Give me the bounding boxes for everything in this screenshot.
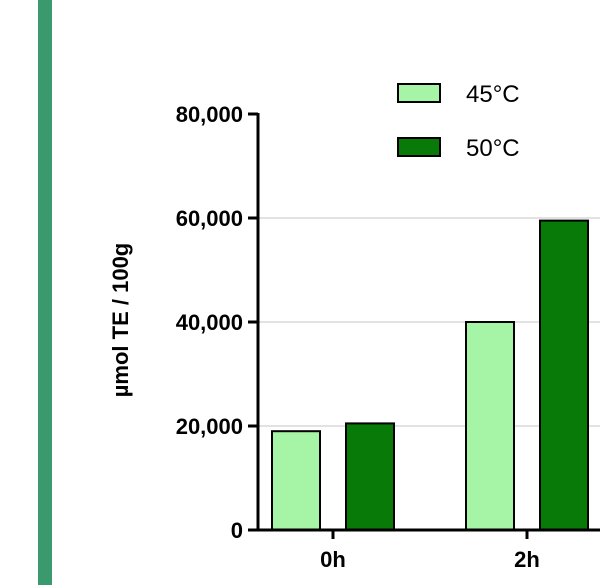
bars	[271, 219, 589, 532]
axes: 0h 2h 0 20,000 40,000 60,000 80,000	[176, 102, 600, 572]
y-tick-label-2: 40,000	[176, 310, 243, 335]
y-tick-label-4: 80,000	[176, 102, 243, 127]
y-axis-title: µmol TE / 100g	[108, 243, 133, 398]
y-tick-label-1: 20,000	[176, 414, 243, 439]
x-tick-label-1: 2h	[514, 547, 540, 572]
y-tick-label-0: 0	[231, 518, 243, 543]
x-tick-label-0: 0h	[320, 547, 346, 572]
legend-swatch-0	[397, 83, 441, 103]
bar-0h-0	[271, 430, 321, 532]
legend: 45°C 50°C	[397, 81, 520, 162]
bar-2h-0	[465, 321, 515, 531]
bar-2h-1	[539, 219, 589, 531]
legend-label-0: 45°C	[466, 81, 520, 108]
legend-label-1: 50°C	[466, 135, 520, 162]
y-tick-label-3: 60,000	[176, 206, 243, 231]
bar-0h-1	[345, 422, 395, 531]
legend-swatch-1	[397, 137, 441, 157]
accent-stripe	[38, 0, 52, 585]
